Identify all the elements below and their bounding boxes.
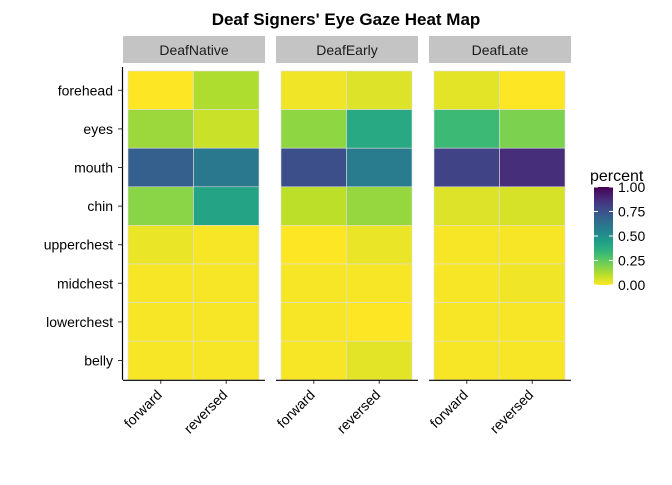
heatmap-cell <box>433 340 500 381</box>
x-tick-label: forward <box>427 387 471 431</box>
heatmap-cell <box>127 147 194 188</box>
heatmap-cell <box>280 340 347 381</box>
heatmap-cell <box>193 225 260 265</box>
heatmap-cell <box>346 263 413 303</box>
heatmap-cell <box>193 70 260 110</box>
facet-strip <box>276 36 418 63</box>
heatmap-cell <box>499 109 566 149</box>
heatmap-cell <box>433 263 500 303</box>
heatmap-cell <box>346 109 413 149</box>
facet-strip-label: DeafNative <box>159 42 228 58</box>
heatmap-cell <box>499 225 566 265</box>
legend-tick-label: 1.00 <box>618 179 645 195</box>
facet-panels: DeafNative forward reversed DeafEarly forwar… <box>121 36 571 436</box>
heatmap-cell <box>280 263 347 303</box>
x-tick-label: reversed <box>487 387 537 437</box>
heatmap-cell <box>433 302 500 342</box>
heatmap-cell <box>433 186 500 226</box>
legend-tick-label: 0.75 <box>618 204 645 220</box>
heatmap-cell <box>499 70 566 110</box>
facet-strip-label: DeafLate <box>472 42 529 58</box>
x-tick-label: reversed <box>334 387 384 437</box>
heatmap-cell <box>280 147 347 188</box>
heatmap-cell <box>280 225 347 265</box>
heatmap-cell <box>127 70 194 110</box>
heatmap-cell <box>433 109 500 149</box>
x-tick-label: reversed <box>181 387 231 437</box>
heatmap-cell <box>280 70 347 110</box>
heatmap-cell <box>280 186 347 226</box>
heatmap-cell <box>193 109 260 149</box>
y-tick-label: upperchest <box>44 237 113 253</box>
y-tick-label: forehead <box>58 82 113 98</box>
heatmap-cell <box>346 186 413 226</box>
y-tick-label: chin <box>87 198 113 214</box>
heatmap-cell <box>193 263 260 303</box>
heatmap-cell <box>346 302 413 342</box>
heatmap-cell <box>499 340 566 381</box>
x-tick-label: forward <box>121 387 165 431</box>
facet-DeafEarly: DeafEarly forward reversed <box>274 36 418 436</box>
heatmap-cell <box>127 263 194 303</box>
y-tick-label: mouth <box>74 160 113 176</box>
y-tick-label: belly <box>84 353 113 369</box>
heatmap-cell <box>499 263 566 303</box>
facet-DeafLate: DeafLate forward reversed <box>427 36 571 436</box>
y-tick-label: lowerchest <box>46 314 113 330</box>
facet-strip-label: DeafEarly <box>316 42 377 58</box>
heatmap-cell <box>499 147 566 188</box>
y-tick-label: eyes <box>83 121 113 137</box>
heatmap-cell <box>127 109 194 149</box>
legend-tick-label: 0.50 <box>618 228 645 244</box>
y-tick-label: midchest <box>57 275 113 291</box>
color-legend: percent 1.00 0.75 0.50 0.25 0.00 <box>590 168 645 293</box>
heatmap-cell <box>346 340 413 381</box>
x-tick-label: forward <box>274 387 318 431</box>
facet-strip <box>429 36 571 63</box>
heatmap-cell <box>193 186 260 226</box>
heatmap-cell <box>193 302 260 342</box>
heatmap-cell <box>433 225 500 265</box>
heatmap-cell <box>127 340 194 381</box>
heatmap-cell <box>193 340 260 381</box>
legend-tick-label: 0.00 <box>618 277 645 293</box>
legend-colorbar <box>594 187 613 285</box>
heatmap-cell <box>127 302 194 342</box>
facet-strip <box>123 36 265 63</box>
heatmap-cell <box>499 186 566 226</box>
heatmap-cell <box>346 225 413 265</box>
legend-tick-label: 0.25 <box>618 253 645 269</box>
facet-DeafNative: DeafNative forward reversed <box>121 36 265 436</box>
heatmap-cell <box>433 70 500 110</box>
heatmap-cell <box>499 302 566 342</box>
heatmap-cell <box>193 147 260 188</box>
heatmap-cell <box>346 147 413 188</box>
y-axis: forehead eyes mouth chin upperchest midchest l… <box>44 67 124 380</box>
heatmap-cell <box>127 225 194 265</box>
heatmap-cell <box>127 186 194 226</box>
legend-title: percent <box>590 168 644 185</box>
heatmap-cell <box>346 70 413 110</box>
chart-title: Deaf Signers' Eye Gaze Heat Map <box>212 10 481 29</box>
heatmap-cell <box>280 109 347 149</box>
heatmap-cell <box>433 147 500 188</box>
heatmap-cell <box>280 302 347 342</box>
